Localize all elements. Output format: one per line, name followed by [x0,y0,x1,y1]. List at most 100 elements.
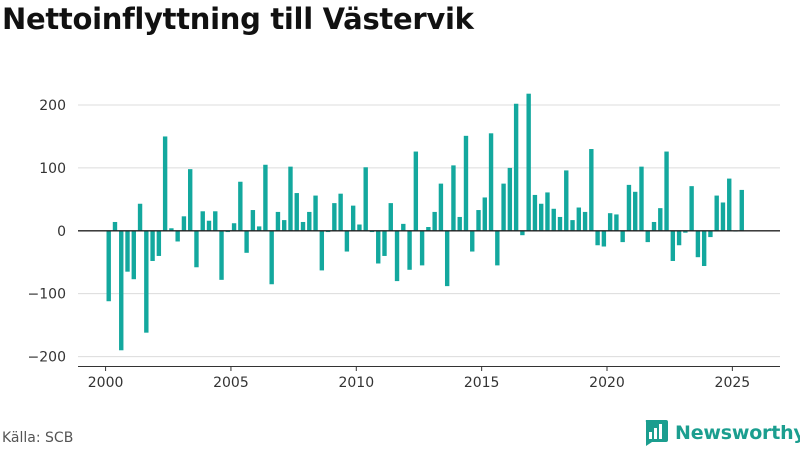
bar [319,230,325,271]
bar [626,184,632,231]
bar [457,216,462,231]
bar [601,230,607,247]
bar [444,230,450,287]
x-tick-label: 2015 [464,375,500,391]
bar [689,186,694,231]
bar [112,221,118,231]
bar [401,223,406,231]
bar [545,192,550,231]
brand-name: Newsworthy [675,422,800,444]
y-tick-label: 100 [39,161,66,177]
bar [419,230,425,266]
bar [169,228,174,231]
bar [256,226,262,231]
bar [307,211,312,231]
bar [589,149,594,231]
bar [282,220,287,231]
bar [150,230,155,261]
bar [526,93,531,231]
bar [507,167,513,231]
bar [350,205,356,231]
bar [188,169,193,231]
bar-chart-speech-bubble-icon [645,420,668,446]
bar [288,166,293,231]
bar [557,216,563,231]
bar [344,230,350,252]
x-tick-label: 2020 [589,375,625,391]
bar [607,213,613,231]
bar [564,170,569,231]
bar [727,178,732,231]
bar [194,230,199,268]
bar [231,223,237,231]
y-tick-label: −200 [28,350,66,366]
bar [244,230,249,253]
bar [582,211,588,231]
bar [106,230,111,302]
y-tick-label: 0 [57,224,66,240]
bar [482,197,487,231]
bar [313,195,318,231]
gridlines [78,104,780,358]
bar [739,189,744,231]
bar [720,202,726,231]
bar [683,230,688,233]
bar [338,193,343,231]
bar [426,227,431,231]
bar [394,230,400,282]
bar [570,220,575,231]
bar [144,230,149,333]
source-note: Källa: SCB [2,430,74,446]
bar [357,224,362,231]
bar [463,135,469,231]
bar [175,230,180,242]
bar [125,230,130,272]
bar [137,203,143,231]
bar [294,193,299,231]
bar [488,133,494,231]
bars [106,93,744,351]
bar [501,183,506,231]
bar [595,230,600,246]
bar [495,230,500,266]
bar [714,195,719,231]
bar [576,207,581,231]
brand-logo: Newsworthy [643,419,800,447]
y-tick-label: −100 [28,287,66,303]
bar [300,221,306,231]
bar [269,230,274,285]
bar [376,230,381,264]
bar [432,211,437,231]
bar [695,230,701,258]
bar [708,230,713,238]
bar [162,136,168,231]
bar [119,230,124,351]
y-tick-label: 200 [39,98,66,114]
x-tick-label: 2000 [88,375,124,391]
bar [676,230,682,246]
bar [263,164,268,231]
x-tick-label: 2025 [715,375,751,391]
bar [206,220,212,231]
bar [156,230,162,256]
bar [470,230,475,252]
y-axis-tick-labels: 200 100 0 −100 −200 [28,98,66,366]
x-axis-ticks: 2000 2005 2010 2015 2020 2025 [88,366,750,391]
bar [670,230,676,261]
bar [213,211,218,231]
bar [388,203,393,231]
bar [200,211,205,231]
x-tick-label: 2010 [338,375,374,391]
bar [382,230,387,256]
bar [513,103,519,231]
bar [520,230,525,236]
bar [413,151,419,231]
bar [551,208,556,231]
bar [219,230,224,280]
bar [664,151,669,231]
bar [639,166,644,231]
bar [620,230,625,243]
bar [658,208,663,231]
bar [476,210,481,231]
